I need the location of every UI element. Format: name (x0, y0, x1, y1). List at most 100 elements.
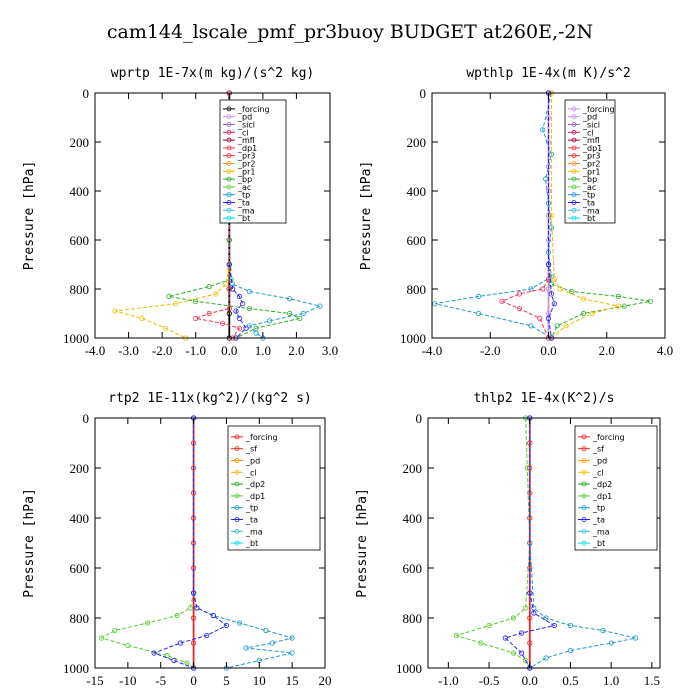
panel-title: wprtp 1E-7x(m kg)/(s^2 kg) (111, 66, 315, 81)
series-point (527, 640, 533, 646)
series-point (475, 310, 482, 317)
series-point (523, 657, 529, 664)
y-tick-label: 1000 (396, 661, 422, 676)
series-point (499, 298, 505, 304)
series-line (114, 93, 230, 339)
series-point (554, 323, 560, 329)
legend-entry: _bp (237, 175, 252, 184)
x-tick-label: -2.0 (152, 343, 173, 358)
series-point (151, 650, 157, 656)
legend-entry: _pd (592, 457, 607, 466)
series-point (226, 305, 232, 312)
series-point (551, 622, 557, 629)
legend: _forcing _sf _pd _cl _dp2 _dp1 _tp _ta _ma _bt (574, 425, 658, 551)
legend-marker (571, 106, 577, 112)
legend-entry: _pr2 (237, 160, 255, 169)
series-point (191, 590, 197, 596)
series-point (545, 310, 552, 317)
legend-marker (571, 192, 577, 198)
x-tick-label: -5 (155, 673, 166, 688)
x-tick-label: -10 (119, 673, 136, 688)
legend-marker (581, 505, 587, 511)
panel-title: rtp2 1E-11x(kg^2)/(kg^2 s) (108, 391, 312, 406)
legend-entry: _ma (592, 527, 610, 536)
legend-entry: _cl (245, 468, 257, 477)
legend-entry: _pr3 (237, 152, 255, 161)
series-point (580, 296, 587, 302)
legend-marker (226, 161, 232, 166)
series-line (504, 418, 556, 669)
y-tick-label: 0 (420, 86, 427, 101)
y-tick-label: 200 (70, 135, 90, 150)
series-point (615, 293, 622, 299)
legend-marker (234, 481, 240, 487)
series-point (548, 212, 555, 219)
series-point (112, 627, 118, 634)
legend-marker (581, 434, 587, 440)
x-tick-label: -4.0 (85, 343, 106, 358)
series-point (253, 330, 259, 336)
x-tick-label: 2.0 (288, 343, 304, 358)
x-tick-label: 0 (190, 673, 197, 688)
panel-4: thlp2 1E-4x(K^2)/s Pressure [hPa] -1.0 -0.5… (355, 391, 661, 688)
legend: _forcing_pd_sicl_cl_mfl_dp1_pr3_pr2_pr1_… (564, 99, 616, 224)
legend-marker (571, 122, 577, 127)
series-point (545, 315, 552, 321)
legend-marker (571, 200, 577, 205)
legend-entry: _ta (582, 199, 595, 208)
series-line (500, 93, 549, 339)
series-point (542, 176, 549, 182)
legend-marker (571, 137, 577, 143)
legend-marker (571, 168, 577, 174)
series-point (527, 590, 533, 596)
legend-entry: _ac (582, 183, 596, 192)
series-point (557, 286, 563, 292)
series-point (226, 286, 232, 292)
y-tick-label: 400 (403, 511, 423, 526)
x-tick-label: -4.0 (422, 343, 443, 358)
y-tick-label: 1000 (63, 331, 89, 346)
series-point (226, 310, 232, 317)
series-line (152, 418, 228, 669)
series-point (213, 291, 219, 297)
series-point (187, 605, 193, 611)
series-point (240, 301, 246, 307)
legend-marker (226, 200, 232, 205)
legend-marker (234, 434, 240, 440)
series-point (543, 655, 549, 661)
legend-entry: _sicl (582, 121, 600, 130)
x-tick-label: -2.0 (480, 343, 501, 358)
series-point (223, 281, 229, 287)
legend-entry: _forcing (592, 433, 625, 442)
series-point (545, 286, 552, 292)
legend-marker (234, 528, 240, 534)
y-tick-label: 600 (403, 561, 423, 576)
series-line (193, 93, 241, 339)
y-tick-label: 800 (403, 611, 423, 626)
panel-title: wpthlp 1E-4x(m K)/s^2 (466, 66, 630, 81)
series-point (173, 301, 179, 307)
legend-marker (581, 481, 587, 487)
legend-entry: _sf (592, 445, 604, 454)
series-point (608, 640, 614, 646)
series-point (632, 635, 639, 641)
series-point (236, 315, 242, 321)
legend-marker (234, 469, 240, 475)
panel-2: wpthlp 1E-4x(m K)/s^2 Pressure [hPa] -4.0 -… (359, 66, 673, 358)
series-point (171, 657, 177, 664)
legend-marker (581, 458, 587, 463)
figure-title: cam144_lscale_pmf_pr3buoy BUDGET at260E,… (107, 21, 593, 43)
series-point (237, 620, 243, 626)
legend-entry: _cl (592, 468, 604, 477)
series-point (289, 635, 295, 641)
y-tick-label: 200 (407, 135, 427, 150)
legend-marker (234, 540, 240, 546)
legend-entry: _ma (245, 527, 263, 536)
x-tick-label: 0.5 (562, 673, 578, 688)
legend-entry: _dp1 (582, 144, 602, 153)
legend-marker (226, 176, 232, 182)
series-point (174, 612, 180, 619)
series-point (516, 291, 523, 297)
series-point (125, 642, 131, 649)
